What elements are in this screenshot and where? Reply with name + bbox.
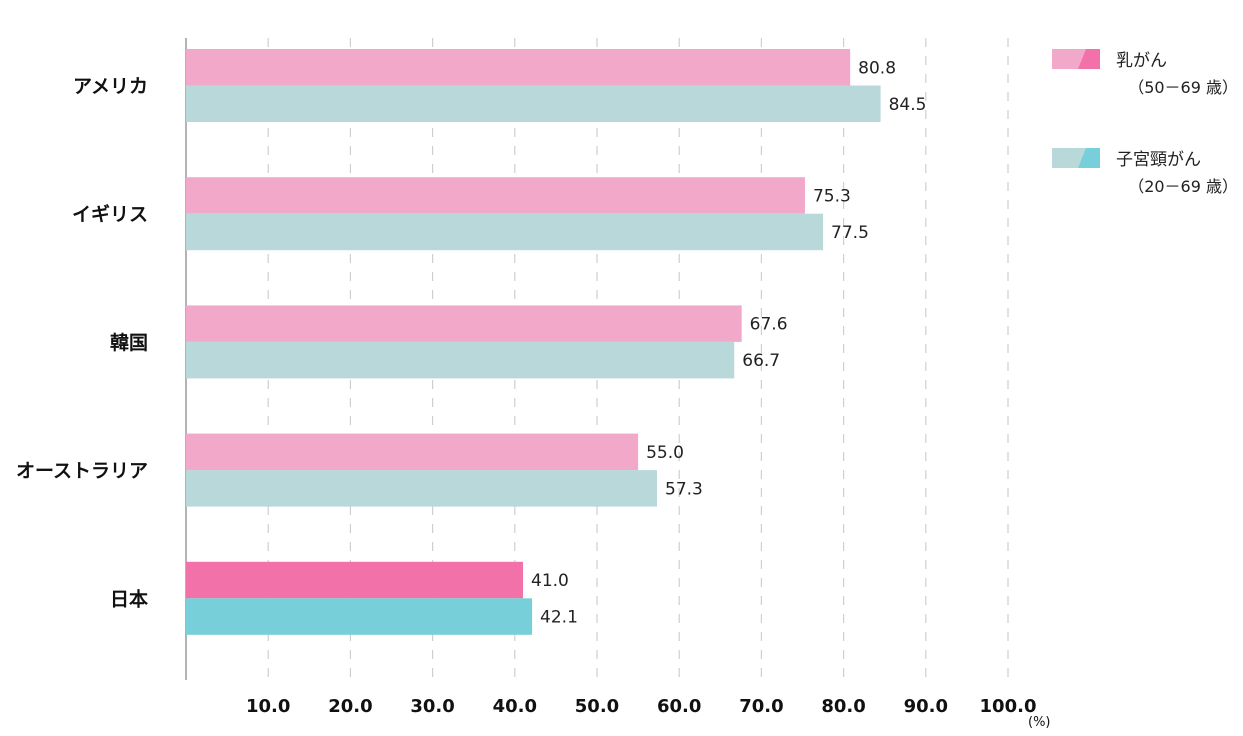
x-unit-label: (%): [1028, 715, 1051, 730]
data-label: 84.5: [889, 95, 927, 115]
category-label: イギリス: [72, 204, 148, 226]
category-label: 韓国: [110, 331, 148, 354]
data-label: 55.0: [646, 443, 684, 463]
bar: [186, 561, 524, 599]
x-tick-label: 40.0: [493, 696, 537, 717]
x-tick-label: 80.0: [821, 696, 865, 717]
bar: [186, 433, 639, 471]
x-tick-label: 30.0: [410, 696, 454, 717]
x-tick-label: 20.0: [328, 696, 372, 717]
legend-age-range: （50－69 歳）: [1128, 78, 1238, 97]
value-labels: 80.8 84.5 75.3 77.5 67.6 66.7 55.0 57.3 41.0 42.1: [531, 58, 926, 627]
x-tick-label: 90.0: [904, 696, 948, 717]
bar: [186, 213, 824, 251]
x-tick-label: 70.0: [739, 696, 783, 717]
legend-label: 乳がん: [1116, 51, 1167, 71]
data-label: 57.3: [665, 479, 703, 499]
data-label: 67.6: [750, 315, 788, 335]
bar: [186, 341, 735, 379]
x-tick-label: 50.0: [575, 696, 619, 717]
bar: [186, 305, 742, 342]
legend-swatch: [1052, 49, 1100, 69]
bars: [186, 49, 881, 635]
category-label: オーストラリア: [16, 460, 148, 482]
legend-swatch: [1052, 148, 1100, 168]
data-label: 41.0: [531, 571, 569, 591]
data-label: 75.3: [813, 186, 851, 206]
data-label: 80.8: [858, 58, 896, 78]
data-label: 77.5: [831, 223, 869, 243]
x-tick-label: 60.0: [657, 696, 701, 717]
bar: [186, 598, 533, 635]
data-label: 66.7: [742, 351, 780, 371]
bar: [186, 85, 881, 122]
bar: [186, 177, 805, 214]
bar: [186, 49, 851, 86]
legend-label: 子宮頸がん: [1116, 150, 1201, 170]
data-label: 42.1: [540, 608, 578, 628]
x-tick-label: 10.0: [246, 696, 290, 717]
x-tick-labels: 10.0 20.0 30.0 40.0 50.0 60.0 70.0 80.0 90.0 100.…: [246, 696, 1036, 717]
category-label: 日本: [110, 587, 148, 610]
legend: 乳がん （50－69 歳） 子宮頸がん （20－69 歳）: [1052, 49, 1238, 196]
category-label: アメリカ: [73, 76, 148, 98]
x-tick-label: 100.0: [980, 696, 1037, 717]
bar: [186, 470, 658, 507]
legend-age-range: （20－69 歳）: [1128, 177, 1238, 196]
